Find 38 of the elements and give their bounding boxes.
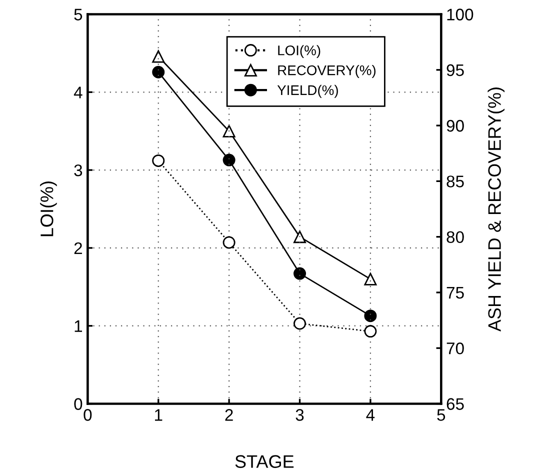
y-tick-label: 1 [74,320,82,332]
x-tick-label: 0 [84,409,92,421]
y2-tick-label: 90 [446,120,464,132]
y2-tick-label: 65 [446,398,464,410]
legend-label: LOI(%) [278,45,320,58]
y-tick-label: 4 [74,86,82,98]
point [294,317,306,330]
point [364,272,377,286]
x-axis-title: STAGE [235,455,294,468]
y2-tick-label: 95 [446,64,464,76]
y-tick-label: 0 [74,398,82,410]
y2-axis-title: ASH YIELD & RECOVERY(%) [488,88,505,332]
point [294,230,306,244]
point [222,236,236,249]
point [152,154,165,167]
point [222,154,236,166]
y-tick-label: 2 [74,242,82,254]
x-tick-label: 5 [437,409,446,421]
y-tick-label: 3 [74,164,82,176]
y-tick-label: 5 [74,8,82,20]
x-tick-label: 4 [366,409,375,421]
y-axis-title: LOI(%) [40,182,57,236]
y2-tick-label: 75 [446,287,464,299]
legend-label: YIELD(%) [277,84,338,98]
y2-tick-label: 85 [446,176,464,188]
point [152,66,165,78]
y2-tick-label: 100 [447,8,474,20]
x-tick-label: 1 [155,409,162,421]
point [364,325,377,338]
point [294,267,306,280]
point [222,124,236,138]
point [364,310,377,322]
x-tick-label: 2 [225,409,233,421]
x-tick-label: 3 [296,409,304,421]
point [152,50,165,63]
legend-label: RECOVERY(%) [278,65,376,78]
y2-tick-label: 80 [446,231,464,244]
y2-tick-label: 70 [446,342,464,354]
